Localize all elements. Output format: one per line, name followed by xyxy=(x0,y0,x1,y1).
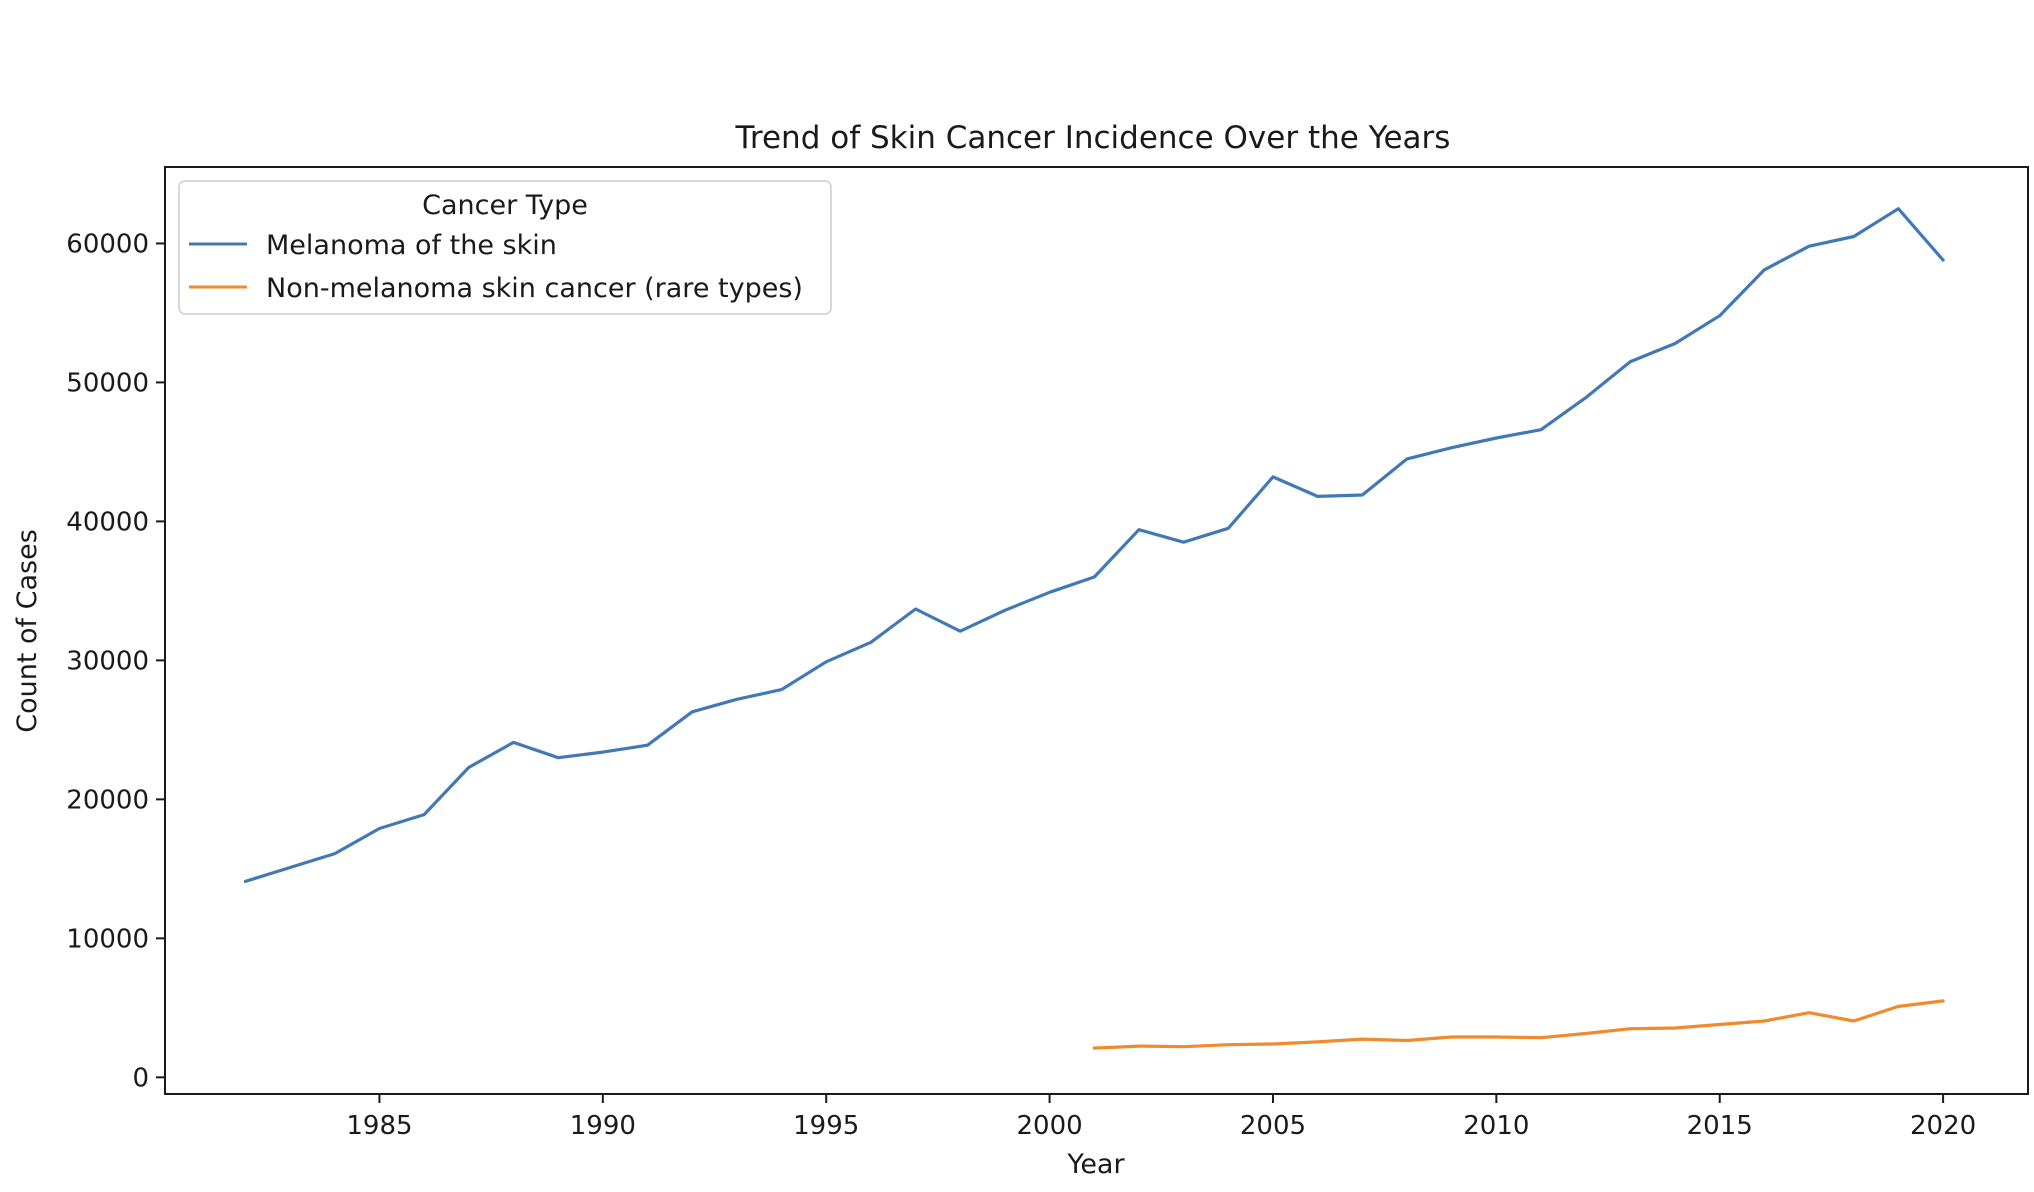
y-tick-label: 60000 xyxy=(66,229,149,259)
x-tick-label: 2005 xyxy=(1240,1111,1306,1141)
plot-frame xyxy=(164,166,2029,1095)
y-tick-label: 40000 xyxy=(66,507,149,537)
chart-legend: Cancer Type Melanoma of the skin Non-mel… xyxy=(178,180,832,315)
y-axis-label: Count of Cases xyxy=(12,529,43,733)
legend-box xyxy=(178,180,832,315)
y-tick-label: 30000 xyxy=(66,646,149,676)
x-tick-label: 1995 xyxy=(793,1111,859,1141)
x-tick-label: 1985 xyxy=(346,1111,412,1141)
y-tick-label: 10000 xyxy=(66,924,149,954)
x-tick-label: 2020 xyxy=(1910,1111,1976,1141)
x-tick-label: 1990 xyxy=(570,1111,636,1141)
chart-title: Trend of Skin Cancer Incidence Over the … xyxy=(735,120,1451,156)
y-tick-label: 0 xyxy=(132,1063,149,1093)
legend-label-melanoma: Melanoma of the skin xyxy=(266,230,557,261)
x-axis-label: Year xyxy=(1066,1149,1125,1180)
legend-title: Cancer Type xyxy=(422,190,588,221)
x-tick-label: 2015 xyxy=(1687,1111,1753,1141)
legend-label-non-melanoma: Non-melanoma skin cancer (rare types) xyxy=(266,273,803,304)
x-tick-label: 2010 xyxy=(1463,1111,1529,1141)
y-tick-label: 50000 xyxy=(66,368,149,398)
series-line-1 xyxy=(1092,999,1945,1050)
y-tick-label: 20000 xyxy=(66,785,149,815)
series-line-0 xyxy=(243,207,1945,884)
x-tick-label: 2000 xyxy=(1017,1111,1083,1141)
